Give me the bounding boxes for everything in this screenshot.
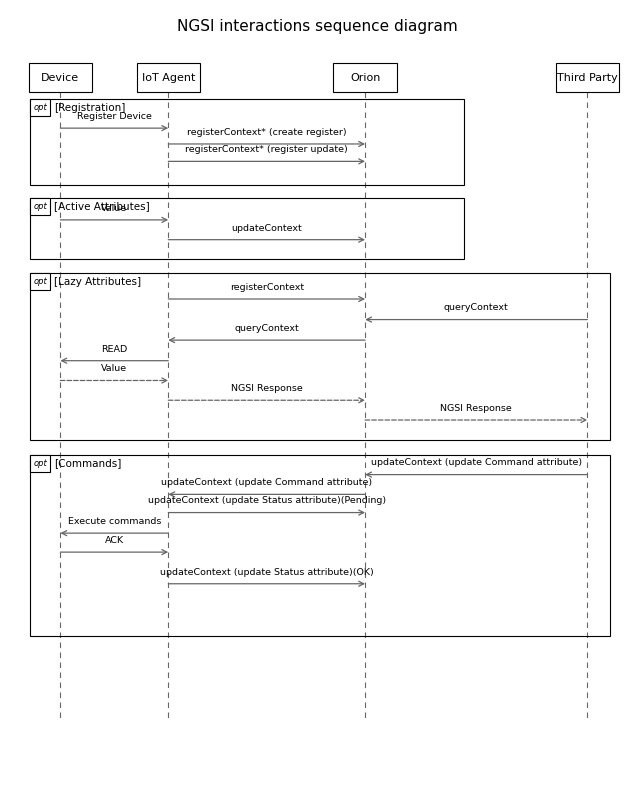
Bar [30,273,50,290]
Text: registerContext: registerContext [230,283,304,292]
Bar [30,273,610,440]
Bar [30,99,50,116]
Text: [Registration]: [Registration] [54,103,125,112]
Bar [30,455,610,636]
Bar [333,63,397,92]
Text: NGSI Response: NGSI Response [441,404,512,413]
Text: queryContext: queryContext [234,324,299,333]
Text: opt: opt [34,459,47,468]
Bar [29,63,92,92]
Text: registerContext* (create register): registerContext* (create register) [187,128,347,137]
Text: IoT Agent: IoT Agent [142,73,195,82]
Text: Value: Value [101,204,128,213]
Text: updateContext (update Status attribute)(OK): updateContext (update Status attribute)(… [160,568,373,577]
Text: Register Device: Register Device [77,112,152,121]
Text: Value: Value [101,365,128,373]
Bar [137,63,200,92]
Text: [Commands]: [Commands] [54,459,121,468]
Text: [Active Attributes]: [Active Attributes] [54,202,150,211]
Text: updateContext (update Command attribute): updateContext (update Command attribute) [161,479,372,487]
Text: ACK: ACK [105,536,124,545]
Text: updateContext (update Status attribute)(Pending): updateContext (update Status attribute)(… [147,497,385,505]
Text: Third Party: Third Party [557,73,618,82]
Text: updateContext: updateContext [231,224,302,233]
Text: [Lazy Attributes]: [Lazy Attributes] [54,277,141,286]
Text: Orion: Orion [350,73,380,82]
Bar [30,455,50,472]
Text: queryContext: queryContext [444,304,509,312]
Text: Execute commands: Execute commands [67,517,161,526]
Text: opt: opt [34,277,47,286]
Bar [30,198,464,259]
Text: NGSI Response: NGSI Response [231,384,302,393]
Text: registerContext* (register update): registerContext* (register update) [185,146,348,154]
Text: opt: opt [34,202,47,211]
Text: Device: Device [41,73,79,82]
Bar [556,63,619,92]
Bar [30,198,50,215]
Text: READ: READ [101,345,128,354]
Text: updateContext (update Command attribute): updateContext (update Command attribute) [371,459,582,467]
Bar [30,99,464,185]
Text: NGSI interactions sequence diagram: NGSI interactions sequence diagram [177,20,458,34]
Text: opt: opt [34,103,47,112]
